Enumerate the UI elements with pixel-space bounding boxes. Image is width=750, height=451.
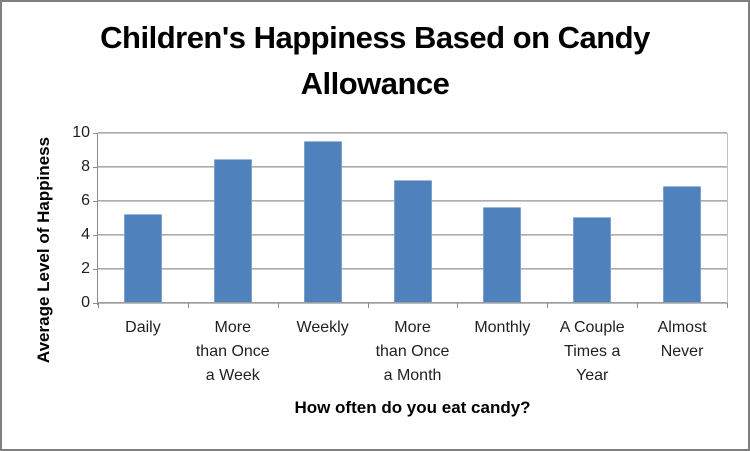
x-category-label-2: More than Once a Week xyxy=(195,319,270,384)
x-tick-mark-6 xyxy=(637,303,639,308)
gridline-y8 xyxy=(98,166,727,168)
x-tick-mark-2 xyxy=(277,303,279,308)
x-category-label-4: More than Once a Month xyxy=(375,319,450,384)
x-tick-mark-1 xyxy=(187,303,189,308)
plot-right-border xyxy=(727,133,728,305)
x-category-label-7: Almost Never xyxy=(657,319,707,360)
y-tick-mark-2 xyxy=(93,269,98,270)
plot-area xyxy=(98,132,727,304)
bar-1 xyxy=(123,213,162,302)
y-tick-mark-10 xyxy=(93,133,98,134)
bar-3 xyxy=(303,140,342,302)
bar-2 xyxy=(213,159,252,302)
bar-7 xyxy=(663,186,702,302)
x-category-label-3: Weekly xyxy=(296,319,349,336)
y-tick-mark-8 xyxy=(93,167,98,168)
y-tick-mark-4 xyxy=(93,235,98,236)
bar-4 xyxy=(393,179,432,302)
x-axis-line xyxy=(98,302,727,304)
y-tick-mark-0 xyxy=(93,303,98,304)
y-tick-mark-6 xyxy=(93,201,98,202)
bar-6 xyxy=(573,217,612,302)
x-tick-mark-0 xyxy=(98,303,99,308)
y-tick-label-4: 4 xyxy=(81,226,90,243)
y-tick-label-2: 2 xyxy=(81,260,90,277)
x-category-label-6: A Couple Times a Year xyxy=(559,319,625,384)
gridline-y10 xyxy=(98,132,727,134)
y-tick-label-6: 6 xyxy=(81,192,90,209)
x-tick-mark-5 xyxy=(547,303,549,308)
y-tick-label-10: 10 xyxy=(72,124,90,141)
x-tick-mark-4 xyxy=(457,303,459,308)
chart-title: Children's Happiness Based on Candy Allo… xyxy=(100,20,650,101)
y-axis-title: Average Level of Happiness xyxy=(34,136,53,364)
y-tick-label-0: 0 xyxy=(81,294,90,311)
y-axis-line xyxy=(97,133,98,305)
x-tick-mark-7 xyxy=(727,303,728,308)
y-tick-label-8: 8 xyxy=(81,158,90,175)
x-tick-mark-3 xyxy=(367,303,369,308)
bar-5 xyxy=(483,206,522,302)
x-category-label-5: Monthly xyxy=(474,319,531,336)
x-axis-title: How often do you eat candy? xyxy=(294,398,531,417)
x-category-label-1: Daily xyxy=(125,319,161,336)
